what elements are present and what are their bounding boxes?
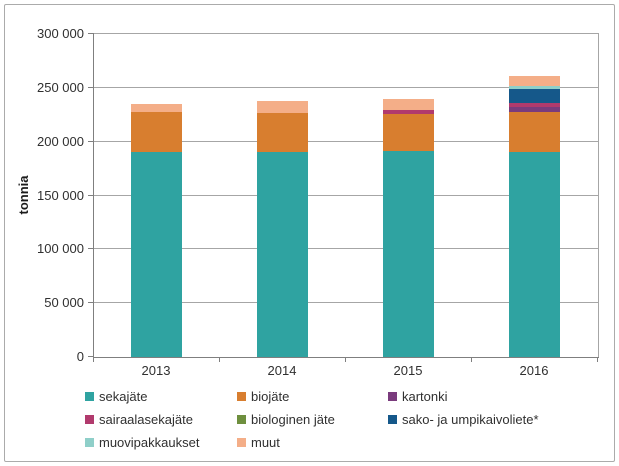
y-axis-tick-label: 150 000: [37, 187, 84, 203]
legend-swatch: [85, 415, 94, 424]
y-axis-tick-label: 300 000: [37, 26, 84, 41]
bar-segment: [382, 110, 434, 114]
legend-swatch: [237, 392, 246, 401]
y-axis-tick: [88, 194, 93, 196]
y-axis-tick-label: 100 000: [37, 241, 84, 257]
bar-segment: [130, 152, 182, 357]
bar-segment: [130, 111, 182, 153]
gridline: [93, 86, 598, 88]
bar-segment: [130, 103, 182, 112]
legend-item: biojäte: [237, 389, 289, 404]
gridline: [93, 33, 598, 34]
legend-swatch: [237, 415, 246, 424]
bar-segment: [256, 112, 308, 153]
legend-item: sekajäte: [85, 389, 147, 404]
legend-swatch: [85, 392, 94, 401]
x-axis-tick: [345, 358, 346, 362]
gridline: [93, 194, 598, 196]
gridline: [93, 140, 598, 142]
gridline: [93, 248, 598, 250]
legend-swatch: [388, 415, 397, 424]
plot-right-border: [598, 33, 599, 357]
bar-segment: [508, 88, 560, 103]
bar-segment: [508, 111, 560, 153]
legend-item: biologinen jäte: [237, 412, 335, 427]
legend-label: biojäte: [251, 389, 290, 404]
legend-label: sako- ja umpikaivoliete*: [402, 412, 539, 427]
legend-item: muovipakkaukset: [85, 435, 199, 450]
x-axis-line: [93, 357, 599, 358]
legend-item: sairaalasekajäte: [85, 412, 193, 427]
legend-label: muovipakkaukset: [99, 435, 200, 450]
legend-label: biologinen jäte: [251, 412, 335, 427]
x-axis-tick: [597, 358, 598, 362]
y-axis-tick: [88, 140, 93, 142]
legend-swatch: [85, 438, 94, 447]
legend-label: kartonki: [402, 389, 448, 404]
bar-segment: [256, 100, 308, 113]
bar: [382, 98, 434, 357]
y-axis-tick: [88, 33, 93, 34]
bar-segment: [256, 152, 308, 357]
legend-swatch: [388, 392, 397, 401]
y-axis-tick: [88, 302, 93, 304]
bar: [508, 76, 560, 357]
y-axis-tick-label: 200 000: [37, 133, 84, 149]
bar-segment: [508, 107, 560, 112]
y-axis-line: [93, 33, 94, 357]
y-axis-tick-label: 250 000: [37, 79, 84, 95]
bar: [256, 100, 308, 357]
gridline: [93, 302, 598, 304]
bar-segment: [508, 102, 560, 108]
legend-label: sairaalasekajäte: [99, 412, 193, 427]
legend-swatch: [237, 438, 246, 447]
legend-item: kartonki: [388, 389, 448, 404]
legend-label: muut: [251, 435, 280, 450]
x-axis-label: 2016: [519, 363, 549, 378]
x-axis-tick: [471, 358, 472, 362]
x-axis-label: 2015: [393, 363, 423, 378]
y-axis-tick: [88, 86, 93, 88]
x-axis-label: 2014: [267, 363, 297, 378]
bar-segment: [508, 152, 560, 357]
bar-segment: [382, 151, 434, 357]
y-axis-tick: [88, 356, 93, 357]
x-axis-tick: [93, 358, 94, 362]
y-axis-tick-label: 0: [76, 349, 84, 364]
legend-item: muut: [237, 435, 280, 450]
bar-segment: [508, 76, 560, 86]
x-axis-tick: [219, 358, 220, 362]
y-axis-tick: [88, 248, 93, 250]
legend-item: sako- ja umpikaivoliete*: [388, 412, 539, 427]
y-axis-tick-label: 50 000: [44, 295, 84, 311]
bar: [130, 103, 182, 357]
bar-segment: [382, 98, 434, 111]
bar-segment: [508, 85, 560, 89]
bar-segment: [382, 113, 434, 152]
legend-label: sekajäte: [99, 389, 148, 404]
x-axis-label: 2013: [141, 363, 171, 378]
